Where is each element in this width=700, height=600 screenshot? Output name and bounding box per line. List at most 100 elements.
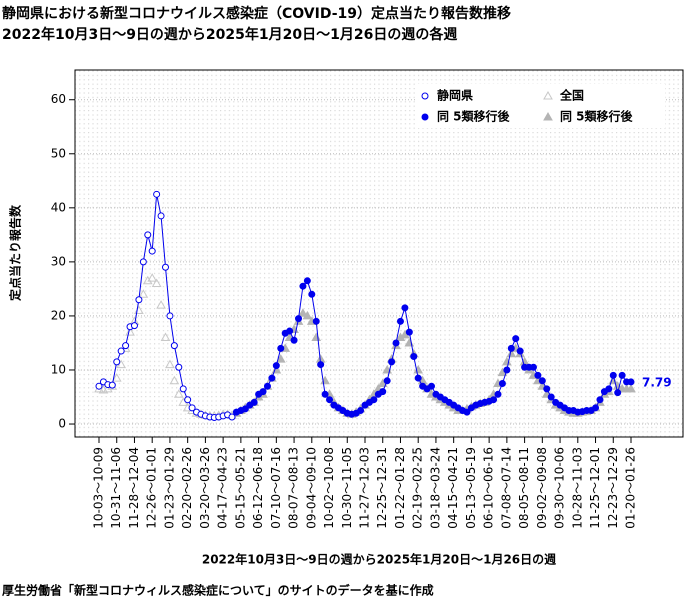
data-point [241,405,249,413]
legend-label: 同 5類移行後 [560,109,634,124]
data-point [383,377,391,385]
x-tick-label: 12-25～12-31 [375,447,389,529]
data-point [543,385,551,393]
data-point [627,378,635,386]
data-point [547,393,555,401]
y-axis-label: 定点当たり報告数 [8,204,23,301]
data-point [494,390,502,398]
data-point [605,385,613,393]
x-tick-label: 05-15～05-21 [233,447,247,529]
data-point [596,396,604,404]
data-point [534,371,542,379]
data-point [151,278,162,287]
chart-subtitle: 2022年10月3日～9日の週から2025年1月20日～1月26日の週の各週 [2,26,457,43]
data-point [308,290,316,298]
data-point [312,317,320,325]
data-point [148,247,156,255]
data-point [299,282,307,290]
data-point [490,396,498,404]
data-point [125,327,135,336]
legend-label: 全国 [559,88,584,103]
data-point [138,289,149,298]
data-point [592,404,600,412]
legend-marker [421,92,429,100]
data-point [401,304,409,312]
x-tick-label: 02-19～02-25 [411,447,425,529]
data-point [503,366,511,374]
data-point [272,362,280,370]
data-point [614,389,622,397]
legend-label: 静岡県 [437,88,473,103]
data-point [228,413,236,421]
y-tick-label: 30 [51,254,66,268]
data-point [507,344,515,352]
data-point [512,335,520,343]
data-point [166,312,174,320]
x-tick-label: 03-18～03-24 [428,447,442,529]
data-point [295,315,302,323]
data-point [321,390,329,398]
x-tick-label: 09-02～09-08 [535,447,549,529]
x-tick-label: 08-07～08-13 [287,447,301,529]
data-point [130,322,138,330]
data-point [396,317,404,325]
data-point [529,363,537,371]
x-tick-label: 06-10～06-16 [482,447,496,529]
annotation: 7.79 [642,375,672,389]
data-point [277,344,285,352]
data-point [379,388,387,396]
x-tick-label: 10-02～10-08 [322,447,336,529]
data-point [169,375,180,385]
x-tick-label: 01-22～01-28 [393,447,407,529]
data-point [179,385,187,393]
data-point [317,361,325,369]
data-point [103,383,113,393]
data-point [286,327,294,335]
x-tick-label: 10-31～11-06 [109,447,123,529]
y-tick-label: 0 [58,417,66,431]
x-tick-label: 11-27～12-03 [358,447,372,529]
data-point [165,359,175,369]
y-tick-label: 20 [51,308,66,322]
data-point [626,383,636,393]
plot-area [74,69,684,438]
data-point [428,382,435,390]
y-tick-label: 10 [51,362,66,376]
x-tick-label: 05-13～05-19 [464,447,478,529]
data-point [506,348,517,358]
data-point [153,190,161,198]
data-point [250,398,258,406]
x-tick-label: 04-17～04-23 [216,447,230,529]
data-point [388,358,396,366]
legend-label: 同 5類移行後 [437,109,511,124]
x-axis-label: 2022年10月3日～9日の週から2025年1月20日～1月26日の週 [202,552,556,567]
legend-marker [543,111,553,121]
x-tick-label: 12-26～01-01 [145,447,159,529]
x-tick-label: 10-30～11-05 [340,447,354,529]
data-point [463,408,471,416]
data-point [263,382,271,390]
data-point [357,407,365,415]
data-point [160,332,171,342]
data-point [142,275,153,285]
data-point [117,347,125,355]
x-tick-label: 08-05～08-11 [517,447,531,529]
x-tick-label: 11-25～12-01 [588,447,602,529]
data-point [188,404,196,412]
data-point [162,263,169,271]
data-point [147,273,158,282]
data-point [298,308,308,317]
data-point [618,371,626,379]
legend-marker [543,90,553,100]
data-point [122,342,130,350]
x-tick-label: 07-08～07-14 [499,447,513,529]
x-tick-label: 10-28～11-03 [570,447,584,529]
data-point [498,379,506,387]
x-tick-label: 07-10～07-16 [269,447,283,529]
data-point [113,358,121,366]
data-point [370,396,378,404]
data-point [538,377,546,385]
data-point [405,328,413,336]
